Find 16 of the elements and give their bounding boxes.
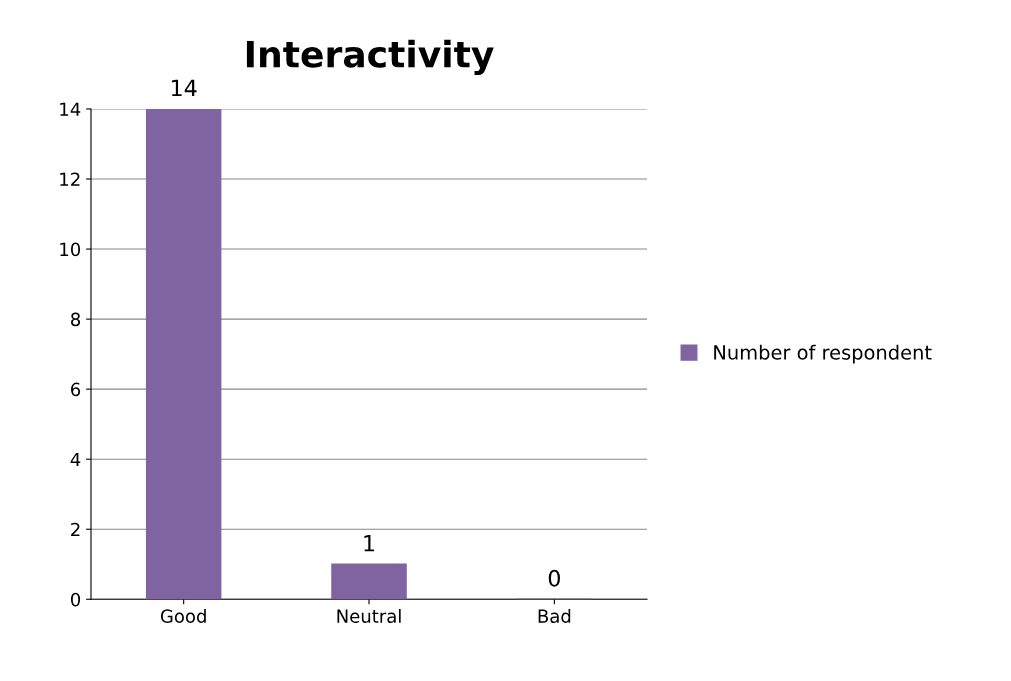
- y-tick-label: 6: [71, 382, 81, 397]
- y-tick-label: 2: [71, 522, 80, 537]
- data-label: 0: [548, 569, 560, 587]
- legend-label: Number of respondent: [714, 344, 932, 364]
- data-label: 14: [171, 79, 197, 97]
- x-tick-label: Neutral: [337, 609, 401, 623]
- chart-title: Interactivity: [246, 39, 494, 76]
- y-tick-label: 0: [70, 592, 81, 607]
- y-tick-label: 10: [60, 242, 81, 257]
- x-tick-label: Bad: [538, 609, 571, 623]
- y-tick-label: 4: [70, 452, 81, 467]
- y-tick-label: 8: [71, 312, 81, 327]
- x-tick-label: Good: [160, 609, 206, 623]
- y-tick-label: 14: [60, 102, 81, 116]
- data-label: 1: [364, 535, 375, 552]
- y-tick-label: 12: [60, 172, 80, 186]
